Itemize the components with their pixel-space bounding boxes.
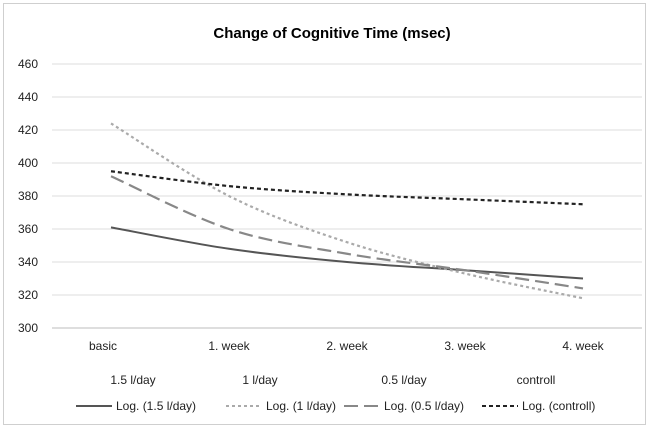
- x-tick-label: 3. week: [444, 339, 486, 353]
- y-tick-label: 380: [18, 189, 38, 203]
- gridlines: [52, 63, 642, 329]
- y-axis-ticks: 300 320 340 360 380 400 420 440 460: [18, 57, 38, 335]
- category-sublabels: 1.5 l/day 1 l/day 0.5 l/day controll: [110, 373, 555, 387]
- series-line-1: [110, 226, 584, 280]
- chart-frame: [3, 3, 646, 425]
- category-sublabel: controll: [517, 373, 556, 387]
- y-tick-label: 460: [18, 57, 38, 71]
- category-sublabel: 1.5 l/day: [110, 373, 155, 387]
- y-tick-label: 360: [18, 222, 38, 236]
- x-axis-ticks: basic 1. week 2. week 3. week 4. week: [89, 339, 605, 353]
- y-tick-label: 400: [18, 156, 38, 170]
- legend-entry-label: Log. (1.5 l/day): [116, 399, 196, 413]
- y-tick-label: 300: [18, 321, 38, 335]
- series-line-3: [110, 175, 584, 290]
- y-tick-label: 340: [18, 255, 38, 269]
- series-line-4: [110, 170, 584, 206]
- x-tick-label: 1. week: [208, 339, 250, 353]
- x-tick-label: basic: [89, 339, 117, 353]
- y-tick-label: 440: [18, 90, 38, 104]
- chart-title: Change of Cognitive Time (msec): [213, 25, 450, 42]
- y-tick-label: 320: [18, 288, 38, 302]
- y-tick-label: 420: [18, 123, 38, 137]
- category-sublabel: 0.5 l/day: [381, 373, 426, 387]
- series-line-2: [110, 122, 584, 300]
- series-lines: [110, 122, 584, 300]
- x-tick-label: 4. week: [562, 339, 604, 353]
- category-sublabel: 1 l/day: [242, 373, 277, 387]
- legend-entry-label: Log. (1 l/day): [266, 399, 336, 413]
- x-tick-label: 2. week: [326, 339, 368, 353]
- legend: Log. (1.5 l/day) Log. (1 l/day) Log. (0.5 …: [76, 399, 595, 413]
- legend-entry-label: Log. (controll): [522, 399, 595, 413]
- legend-entry-label: Log. (0.5 l/day): [384, 399, 464, 413]
